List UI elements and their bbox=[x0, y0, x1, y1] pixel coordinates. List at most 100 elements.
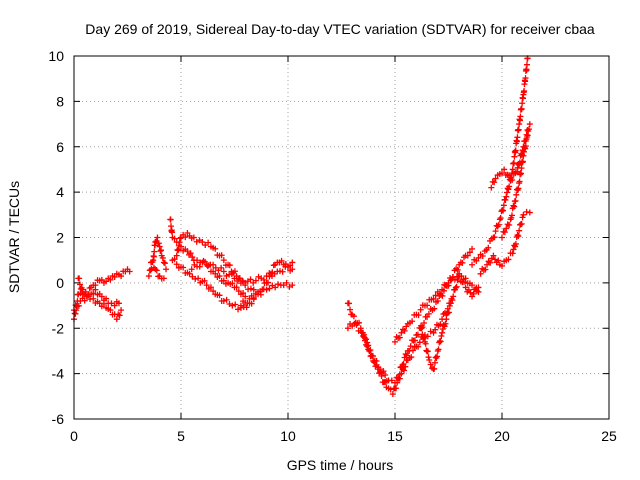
series-track-m bbox=[392, 270, 482, 345]
data-point-trail bbox=[212, 264, 225, 274]
data-point-trail bbox=[240, 298, 251, 306]
data-point bbox=[90, 295, 97, 302]
data-point bbox=[430, 329, 437, 336]
data-point bbox=[118, 273, 125, 280]
data-point-trail bbox=[71, 310, 79, 317]
series-track-n bbox=[417, 273, 482, 373]
chart-title: Day 269 of 2019, Sidereal Day-to-day VTE… bbox=[85, 21, 595, 37]
data-points bbox=[71, 55, 533, 398]
data-point-trail bbox=[232, 301, 242, 313]
data-point bbox=[443, 316, 450, 323]
data-point bbox=[526, 121, 533, 128]
data-point-trail bbox=[257, 286, 267, 298]
data-point bbox=[447, 277, 454, 284]
data-point bbox=[156, 243, 163, 250]
series-track-h bbox=[169, 256, 296, 313]
y-tick-label: 10 bbox=[48, 48, 64, 64]
data-point-trail bbox=[155, 240, 162, 247]
data-point bbox=[490, 252, 497, 259]
data-point bbox=[462, 284, 469, 291]
data-point-trail bbox=[485, 255, 495, 266]
data-point bbox=[503, 225, 510, 232]
data-point bbox=[439, 329, 446, 336]
data-point bbox=[237, 302, 244, 309]
data-point-trail bbox=[393, 374, 403, 382]
data-point-trail bbox=[240, 304, 250, 311]
x-tick-label: 5 bbox=[177, 428, 185, 444]
data-point bbox=[430, 295, 437, 302]
data-point-trail bbox=[393, 333, 403, 342]
data-point-trail bbox=[103, 278, 110, 285]
data-point bbox=[398, 329, 405, 336]
data-point-trail bbox=[167, 216, 176, 236]
data-point bbox=[439, 286, 446, 293]
data-point-trail bbox=[512, 185, 522, 204]
data-point-trail bbox=[502, 171, 512, 179]
data-point-trail bbox=[390, 385, 400, 392]
data-point-trail bbox=[115, 311, 123, 319]
data-point bbox=[289, 259, 296, 266]
data-point bbox=[115, 300, 122, 307]
data-point bbox=[447, 300, 454, 307]
data-point bbox=[499, 234, 505, 241]
data-point-trail bbox=[275, 281, 284, 289]
data-point-trail bbox=[471, 256, 480, 264]
data-point bbox=[199, 239, 206, 246]
data-point bbox=[424, 313, 431, 320]
data-point bbox=[392, 379, 398, 386]
data-point bbox=[173, 252, 180, 259]
data-point-trail bbox=[283, 279, 293, 290]
y-tick-label: -4 bbox=[52, 366, 65, 382]
data-point-trail bbox=[234, 275, 246, 284]
data-point-trail bbox=[520, 55, 531, 96]
x-tick-label: 25 bbox=[601, 428, 617, 444]
data-point-trail bbox=[76, 275, 85, 293]
data-point-trail bbox=[422, 340, 432, 361]
data-point-trail bbox=[406, 311, 418, 326]
series-track-e bbox=[148, 259, 167, 282]
series-track-g bbox=[173, 229, 257, 293]
data-point bbox=[344, 325, 351, 332]
data-point bbox=[152, 239, 159, 246]
data-point bbox=[469, 245, 476, 252]
data-point bbox=[220, 277, 227, 284]
data-point-trail bbox=[457, 278, 468, 286]
data-point-trail bbox=[432, 288, 443, 299]
data-point bbox=[289, 282, 296, 289]
data-point-trail bbox=[180, 264, 191, 276]
data-point-trail bbox=[500, 228, 508, 236]
data-point bbox=[126, 268, 133, 275]
data-point bbox=[250, 286, 257, 293]
data-point-trail bbox=[276, 263, 289, 275]
data-point-trail bbox=[186, 232, 195, 242]
data-point-trail bbox=[153, 267, 162, 280]
data-point-trail bbox=[388, 377, 395, 384]
data-point bbox=[377, 366, 384, 373]
data-point-trail bbox=[171, 256, 182, 271]
data-point bbox=[113, 316, 120, 323]
data-point bbox=[513, 168, 520, 175]
data-point bbox=[160, 259, 167, 266]
data-point-trail bbox=[441, 281, 452, 289]
data-point-trail bbox=[504, 221, 513, 228]
data-point-trail bbox=[406, 337, 418, 354]
data-point-trail bbox=[94, 290, 103, 298]
data-point-trail bbox=[100, 295, 110, 304]
data-point bbox=[469, 261, 476, 268]
data-point bbox=[186, 270, 193, 277]
data-point bbox=[389, 391, 396, 398]
y-tick-label: 6 bbox=[56, 139, 64, 155]
data-point-trail bbox=[431, 353, 441, 372]
data-point-trail bbox=[516, 214, 526, 228]
data-point-trail bbox=[516, 158, 526, 185]
data-point-trail bbox=[202, 258, 214, 270]
data-point bbox=[501, 166, 508, 173]
data-point-trail bbox=[227, 280, 236, 288]
data-point bbox=[426, 357, 433, 364]
data-point-trail bbox=[202, 239, 212, 249]
y-tick-label: 0 bbox=[56, 275, 64, 291]
data-point bbox=[203, 282, 210, 289]
data-point-trail bbox=[180, 231, 189, 241]
data-point bbox=[118, 307, 125, 314]
